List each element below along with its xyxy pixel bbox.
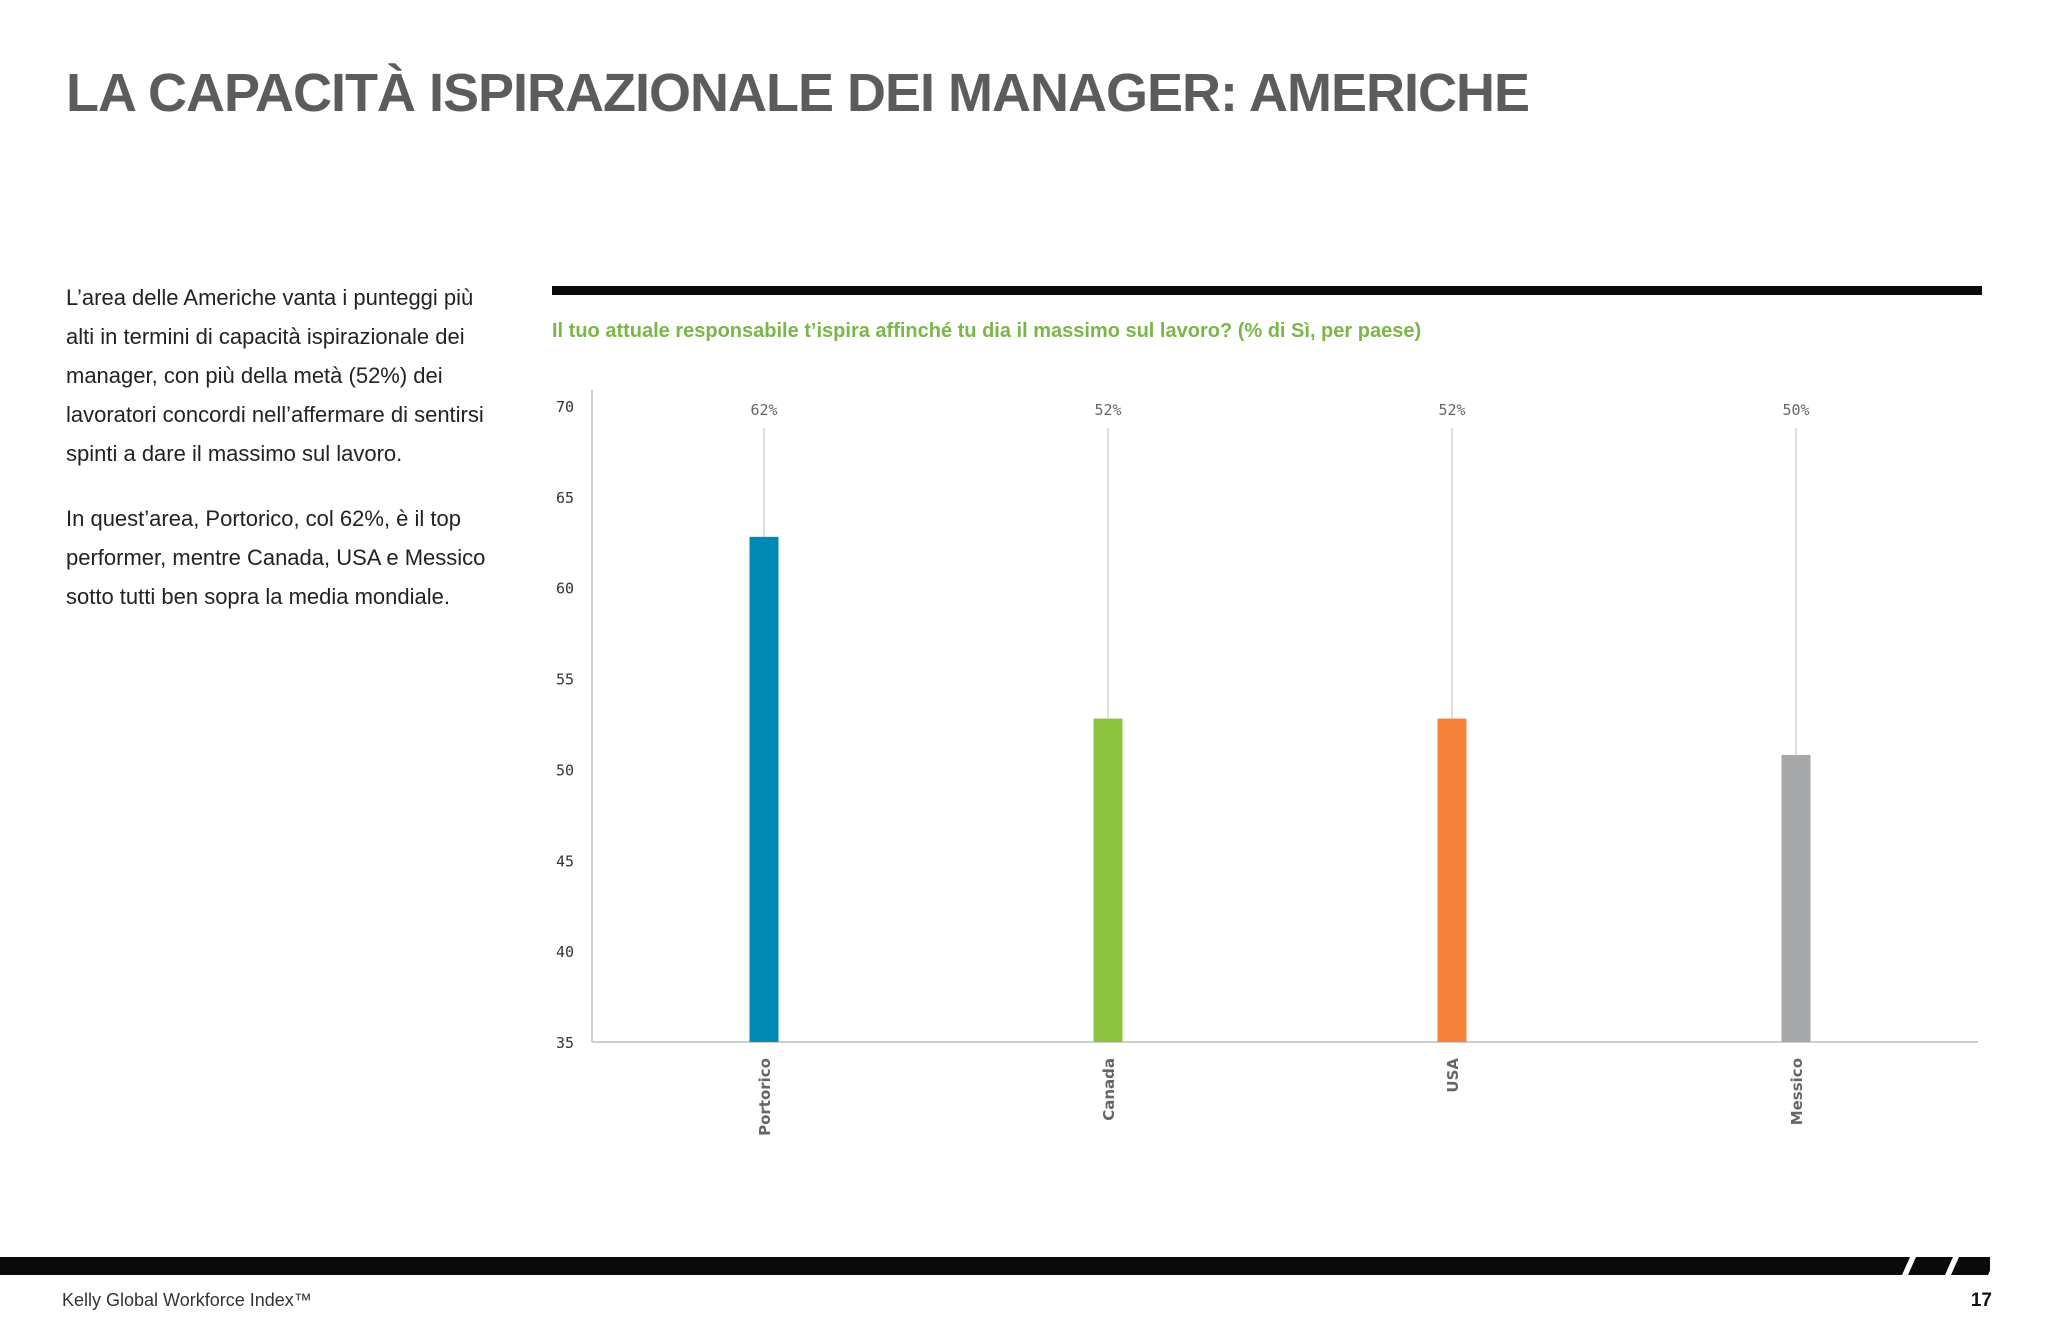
bar (1437, 718, 1467, 1042)
category-label: Messico (1788, 1058, 1806, 1125)
data-label: 62% (750, 401, 777, 419)
y-tick-label: 40 (556, 943, 574, 961)
y-tick-label: 60 (556, 580, 574, 598)
y-tick-label: 70 (556, 398, 574, 416)
data-label: 52% (1094, 401, 1121, 419)
intro-paragraph: L’area delle Americhe vanta i punteggi p… (66, 285, 484, 466)
footer-publication: Kelly Global Workforce Index™ (62, 1290, 312, 1310)
category-label: Canada (1100, 1058, 1118, 1121)
intro-text: L’area delle Americhe vanta i punteggi p… (66, 278, 506, 642)
intro-paragraph: In quest’area, Portorico, col 62%, è il … (66, 506, 486, 609)
chart-top-rule (552, 286, 1982, 295)
footer-bar (0, 1257, 1990, 1275)
data-label: 52% (1438, 401, 1465, 419)
data-label: 50% (1782, 401, 1809, 419)
y-tick-label: 35 (556, 1034, 574, 1052)
bar (749, 536, 779, 1042)
y-tick-label: 65 (556, 489, 574, 507)
chart-panel: Il tuo attuale responsabile t’ispira aff… (552, 286, 1982, 1166)
chart-question: Il tuo attuale responsabile t’ispira aff… (552, 320, 1422, 342)
category-label: Portorico (756, 1058, 774, 1136)
category-label: USA (1444, 1058, 1462, 1093)
y-tick-label: 50 (556, 761, 574, 779)
bar (1093, 718, 1123, 1042)
y-tick-label: 45 (556, 852, 574, 870)
bar (1781, 754, 1811, 1042)
page-title: LA CAPACITÀ ISPIRAZIONALE DEI MANAGER: A… (66, 63, 1530, 123)
bar-chart: 35 40 45 50 55 60 65 70 62% Portorico 52% Canada 52%… (556, 390, 1978, 1136)
y-tick-label: 55 (556, 671, 574, 689)
page-number: 17 (1970, 1290, 1992, 1311)
